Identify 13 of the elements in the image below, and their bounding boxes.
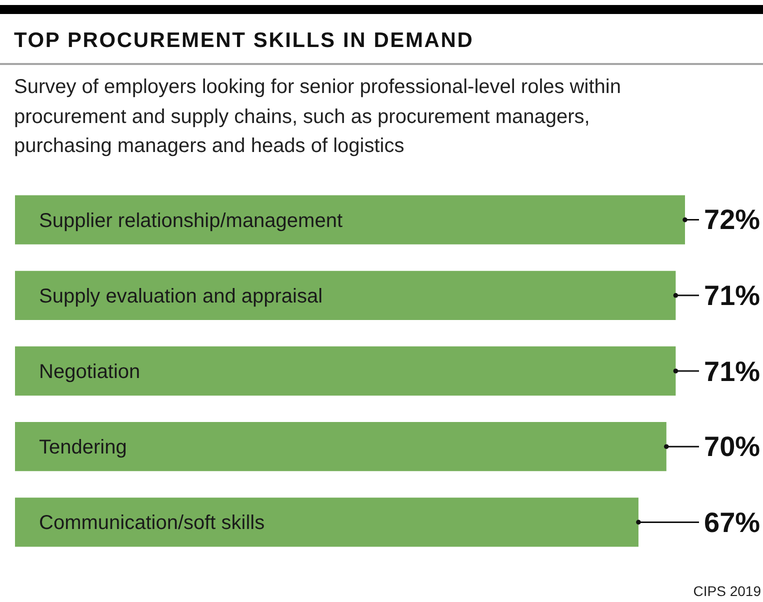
y-tick-label: Tendering — [39, 436, 127, 459]
y-tick-label: Negotiation — [39, 361, 140, 383]
y-tick-label: Supplier relationship/management — [39, 210, 343, 232]
data-label: 67% — [704, 507, 760, 538]
data-label: 71% — [704, 356, 760, 387]
y-tick-label: Supply evaluation and appraisal — [39, 285, 323, 308]
data-label: 72% — [704, 204, 760, 235]
data-label: 70% — [704, 431, 760, 462]
chart-subtitle: Survey of employers looking for senior professional-level roles within procurement and supply chains, such as procurement managers, purchasing managers and heads of logistics — [14, 75, 622, 159]
text: CIPS 2019 — [693, 583, 761, 599]
y-tick-label: Communication/soft skills — [39, 512, 265, 534]
chart-title: TOP PROCUREMENT SKILLS IN DEMAND — [14, 29, 474, 53]
data-label: 71% — [704, 280, 760, 311]
